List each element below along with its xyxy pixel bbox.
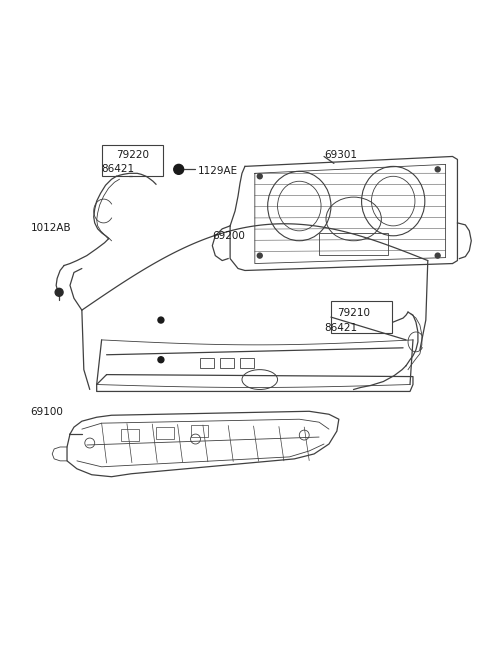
- Bar: [331, 301, 392, 333]
- Circle shape: [158, 357, 164, 363]
- Circle shape: [435, 253, 440, 258]
- Bar: [121, 429, 139, 441]
- Bar: [191, 425, 208, 437]
- Circle shape: [55, 288, 63, 296]
- Bar: [220, 358, 234, 367]
- Circle shape: [435, 167, 440, 172]
- Circle shape: [158, 317, 164, 323]
- Text: 69301: 69301: [324, 149, 357, 160]
- Text: 86421: 86421: [324, 323, 357, 333]
- Circle shape: [174, 164, 184, 174]
- Bar: [102, 145, 163, 176]
- Text: 79210: 79210: [337, 308, 370, 318]
- Text: 1129AE: 1129AE: [197, 166, 238, 176]
- Text: 1012AB: 1012AB: [30, 223, 71, 233]
- Text: 79220: 79220: [117, 149, 149, 160]
- Circle shape: [257, 174, 262, 179]
- Bar: [319, 233, 388, 255]
- Bar: [156, 427, 174, 439]
- Bar: [240, 358, 254, 367]
- Text: 69100: 69100: [30, 407, 63, 417]
- Bar: [201, 358, 214, 367]
- Text: 86421: 86421: [102, 164, 135, 174]
- Text: 69200: 69200: [212, 231, 245, 241]
- Circle shape: [257, 253, 262, 258]
